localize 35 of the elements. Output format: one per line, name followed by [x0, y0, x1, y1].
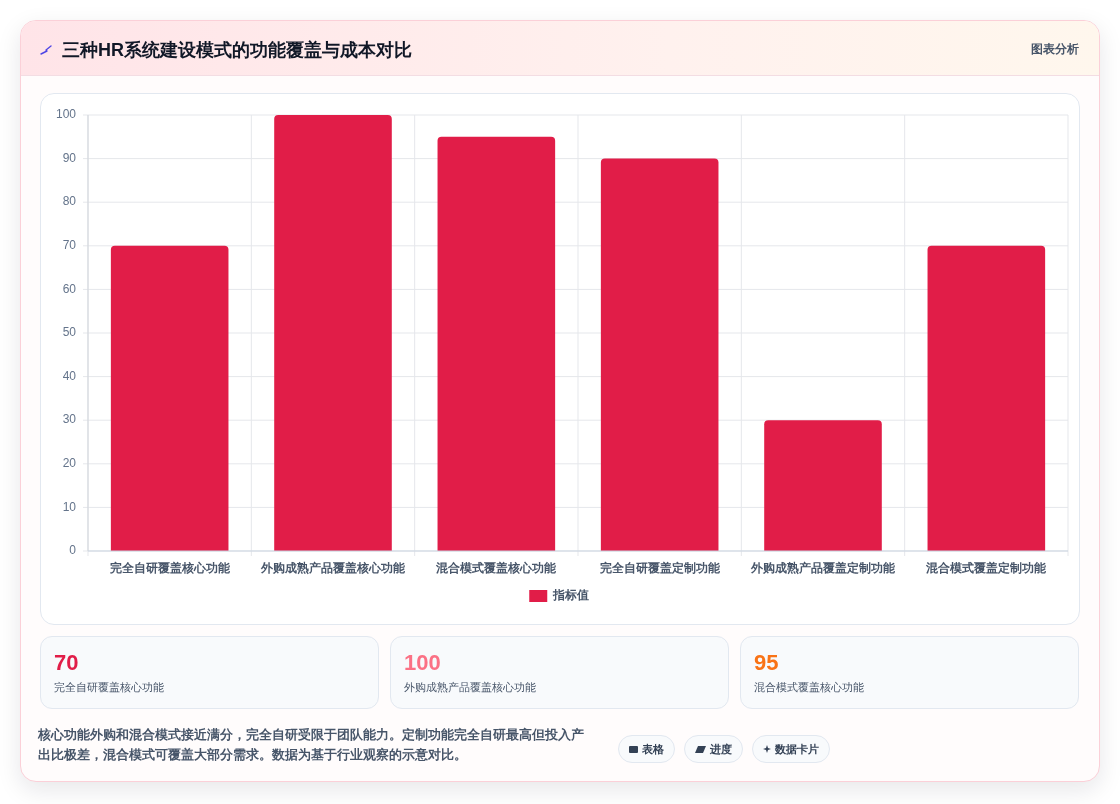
bar	[927, 245, 1046, 551]
y-tick-label: 20	[62, 455, 77, 470]
x-tick-label: 外购成熟产品覆盖核心功能	[260, 561, 406, 576]
y-tick-label: 40	[62, 368, 77, 383]
bar	[110, 245, 229, 551]
x-tick-label: 混合模式覆盖定制功能	[925, 561, 1048, 576]
x-tick-label: 外购成熟产品覆盖定制功能	[750, 561, 896, 576]
x-tick-label: 完全自研覆盖定制功能	[599, 561, 721, 576]
text: 核心功能外购和混合模式接近满分，完全自研受限于团队能力。定制功能完全自研最高但投入产出比极差，混合模式可覆盖大部分需求。数据为基于行业观察的示意对比。	[38, 728, 584, 762]
y-tick-label: 90	[62, 150, 77, 165]
text: 95	[754, 650, 779, 675]
y-tick-label: 100	[55, 107, 77, 122]
y-tick-label: 80	[62, 194, 77, 209]
y-tick-label: 30	[62, 412, 77, 427]
y-tick-label: 10	[62, 499, 77, 514]
y-tick-label: 0	[69, 543, 77, 558]
bar	[437, 136, 556, 551]
text: 外购成熟产品覆盖核心功能	[404, 681, 536, 693]
bar	[764, 420, 882, 551]
y-tick-label: 50	[62, 325, 77, 340]
bar	[600, 158, 719, 551]
text: 100	[404, 650, 441, 675]
y-tick-label: 60	[62, 281, 77, 296]
bar	[274, 115, 392, 551]
chart-title: 三种HR系统建设模式的功能覆盖与成本对比	[62, 40, 412, 60]
text: 混合模式覆盖核心功能	[754, 681, 864, 693]
text: 表格	[642, 741, 664, 757]
legend-label: 指标值	[552, 588, 590, 603]
y-tick-label: 70	[62, 237, 77, 252]
text: 进度	[710, 741, 732, 757]
text: 图表分析	[1031, 42, 1079, 56]
x-tick-label: 混合模式覆盖核心功能	[435, 561, 558, 576]
text: 完全自研覆盖核心功能	[54, 681, 164, 693]
x-tick-label: 完全自研覆盖核心功能	[109, 561, 231, 576]
text: 数据卡片	[775, 741, 819, 757]
